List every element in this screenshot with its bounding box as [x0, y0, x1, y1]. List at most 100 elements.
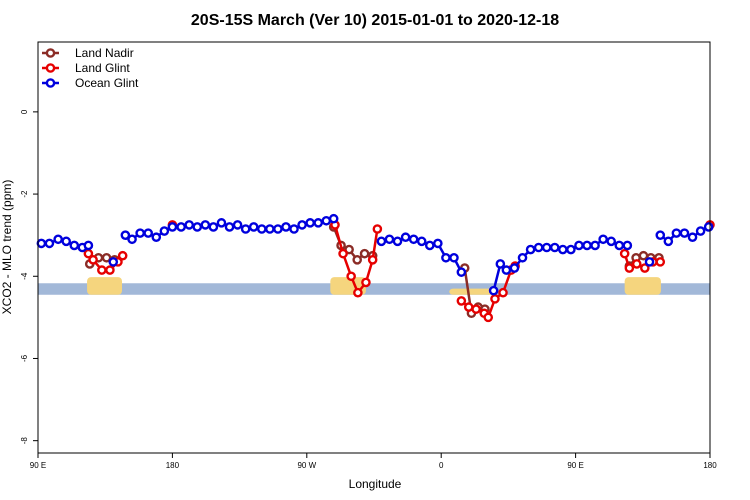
chart-title: 20S-15S March (Ver 10) 2015-01-01 to 202… [191, 12, 559, 29]
series-1-point-0-5 [117, 250, 128, 261]
x-axis-label: Longitude [349, 477, 402, 491]
series-2-point-4-17 [622, 240, 633, 251]
series-1-point-0-3 [105, 265, 115, 275]
series-1-point-3-1 [463, 302, 474, 312]
series-2-point-2-9 [192, 222, 203, 232]
x-tick-label-2: 90 W [297, 461, 316, 470]
series-0-point-0-2 [101, 252, 112, 263]
series-2-point-1-0 [108, 257, 119, 267]
series-1-point-2-4 [361, 277, 371, 288]
series-2-point-4-2 [501, 265, 512, 275]
series-2-point-2-16 [248, 222, 259, 232]
series-2-point-4-1 [495, 259, 506, 269]
series-2-point-4-11 [574, 240, 584, 251]
series-1-point-2-5 [367, 255, 378, 265]
series-2-point-2-12 [216, 218, 227, 228]
series-1-point-2-6 [372, 224, 383, 234]
series-2-point-3-1 [384, 234, 395, 245]
series-1-point-4-2 [631, 259, 642, 269]
series-2-point-2-5 [159, 226, 170, 236]
series-1-point-2-1 [338, 248, 348, 259]
series-2-point-6-0 [655, 230, 666, 240]
legend-swatch-marker-0 [45, 48, 56, 58]
land-band-segment-2 [449, 288, 495, 295]
series-2-point-0-0 [36, 238, 47, 249]
series-1-point-3-2 [471, 304, 481, 314]
land-band-segment-3 [624, 277, 661, 295]
y-tick-label-1: -2 [20, 190, 29, 198]
series-2-point-6-5 [695, 226, 706, 236]
series-2-point-2-15 [240, 224, 251, 234]
series-2-point-2-21 [289, 224, 299, 234]
legend-item-0: Land Nadir [42, 46, 134, 60]
series-2-point-3-7 [433, 238, 443, 249]
legend-item-1: Land Glint [42, 61, 130, 75]
x-tick-label-4: 90 E [567, 461, 583, 470]
series-2-point-2-14 [232, 220, 243, 230]
series-1-point-3-5 [490, 294, 500, 304]
series-2-point-0-2 [53, 234, 63, 245]
series-2-point-4-5 [525, 244, 536, 255]
series-2-point-3-6 [424, 240, 435, 251]
y-axis-ticks: 0 -2 -4 -6 -8 [20, 109, 38, 444]
series-2-point-4-3 [509, 263, 520, 273]
y-tick-label-2: -4 [20, 272, 29, 280]
series-2-point-2-8 [184, 220, 194, 230]
series-1-point-3-0 [456, 296, 467, 306]
x-axis-ticks: 90 E 180 90 W 0 90 E 180 [30, 453, 717, 470]
legend-swatch-marker-2 [45, 78, 56, 88]
series-2-point-2-17 [256, 224, 267, 234]
land-ocean-band [38, 277, 710, 295]
series-2-point-2-24 [313, 218, 324, 228]
series-1-point-4-0 [619, 248, 630, 259]
series-2-point-0-6 [83, 240, 94, 251]
legend-label-1: Land Glint [75, 61, 130, 75]
ocean-band [38, 283, 710, 295]
series-2-point-2-7 [176, 222, 186, 232]
series-1-point-3-4 [483, 312, 494, 323]
series-1-point-3-6 [498, 287, 508, 298]
y-tick-label-4: -8 [20, 437, 29, 445]
series-2-point-4-7 [541, 242, 552, 253]
series-1-point-4-3 [640, 263, 650, 273]
series-2-point-6-1 [663, 236, 674, 247]
series-2-point-0-1 [44, 238, 55, 249]
legend-item-2: Ocean Glint [42, 76, 139, 90]
x-tick-label-0: 90 E [30, 461, 46, 470]
series-2-point-2-3 [143, 228, 154, 238]
series-2-point-5-0 [644, 257, 655, 267]
series-2-point-2-19 [273, 224, 283, 234]
series-2-point-4-9 [558, 244, 568, 255]
legend-label-2: Ocean Glint [75, 76, 139, 90]
series-2-point-2-2 [135, 228, 145, 238]
series-2-point-6-3 [679, 228, 690, 238]
series-0-point-3-2 [638, 250, 649, 261]
x-tick-label-1: 180 [166, 461, 180, 470]
series-2-point-2-22 [297, 220, 307, 230]
series-2-point-4-0 [488, 285, 499, 296]
series-2-point-2-26 [328, 213, 339, 224]
series-2-point-3-10 [456, 267, 467, 277]
plot-frame [37, 41, 711, 454]
series-1-point-2-3 [353, 287, 363, 298]
y-tick-label-0: 0 [20, 109, 29, 114]
series-2-point-2-0 [120, 230, 131, 240]
series-layer [36, 213, 715, 323]
series-1-point-2-2 [346, 271, 356, 282]
series-2-point-3-4 [408, 234, 419, 245]
series-1-point-0-2 [97, 265, 107, 275]
series-2 [36, 213, 714, 296]
series-2-point-4-13 [590, 240, 600, 251]
series-2-point-2-18 [265, 224, 275, 234]
series-2-point-3-8 [441, 252, 451, 263]
x-tick-label-5: 180 [703, 461, 717, 470]
series-2-point-6-2 [671, 228, 682, 238]
series-2-point-4-6 [533, 242, 544, 253]
series-2-point-2-1 [127, 234, 137, 245]
series-0-point-1-3 [352, 255, 363, 265]
y-tick-label-3: -6 [20, 354, 29, 362]
series-2-point-2-4 [151, 232, 162, 243]
series-2-point-4-8 [549, 242, 560, 253]
